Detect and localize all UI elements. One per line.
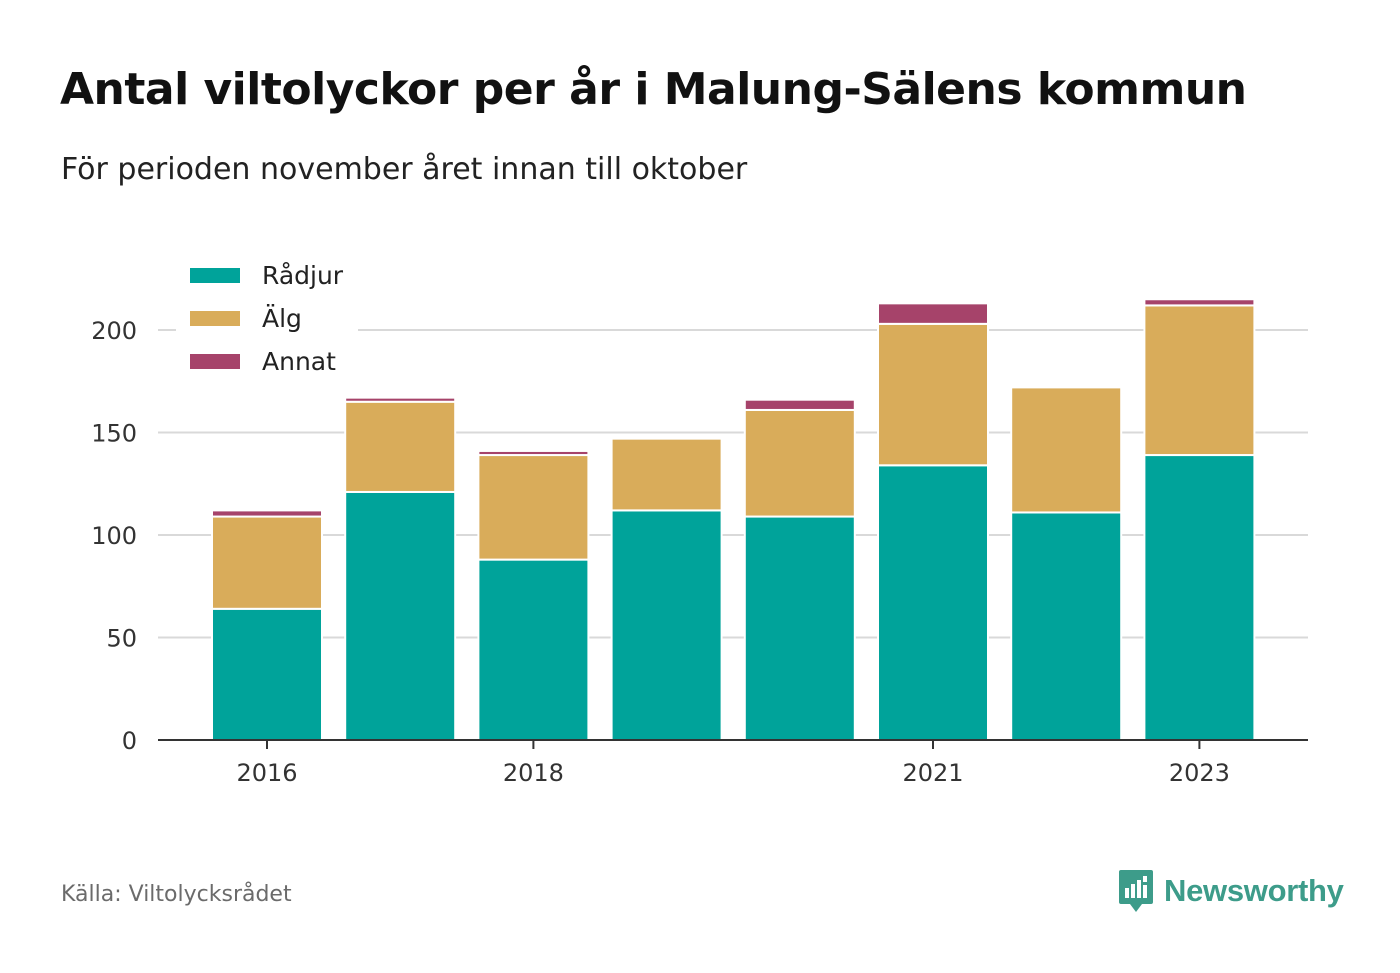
bar-segment-2021-annat: [877, 302, 989, 325]
bar-segment-2016-rådjur: [211, 607, 323, 741]
stacked-bar-chart: 0 50 100 150 200 2016 2018 2021 2023 Rådjur Älg An…: [91, 252, 1308, 787]
legend-label: Annat: [262, 347, 336, 376]
chart-subtitle: För perioden november året innan till ok…: [61, 152, 748, 187]
legend: Rådjur Älg Annat: [176, 252, 358, 382]
bar-segment-2019-rådjur: [610, 509, 723, 741]
newsworthy-logo-icon: [1119, 870, 1153, 912]
brand-name: Newsworthy: [1164, 873, 1344, 908]
bar-segment-2022-rådjur: [1010, 511, 1123, 742]
bar-segment-2017-annat: [344, 396, 457, 403]
legend-label: Älg: [262, 304, 302, 333]
source-note: Källa: Viltolycksrådet: [61, 882, 292, 907]
legend-swatch-annat: [190, 354, 240, 369]
bar-segment-2021-älg: [877, 322, 989, 467]
bar-segment-2018-annat: [477, 449, 590, 457]
brand-logo: Newsworthy: [1118, 868, 1344, 914]
bar-segment-2023-rådjur: [1143, 454, 1256, 741]
y-tick-label: 150: [91, 420, 137, 448]
bar-segment-2021-rådjur: [877, 464, 989, 741]
bar-segment-2017-rådjur: [344, 490, 457, 742]
bar-segment-2017-älg: [344, 400, 457, 493]
bars: [211, 298, 1256, 742]
x-tick-label: 2021: [902, 759, 963, 787]
chart-title: Antal viltolyckor per år i Malung-Sälens…: [60, 64, 1247, 115]
y-tick-label: 0: [122, 727, 137, 755]
legend-label: Rådjur: [262, 261, 344, 290]
axes: 0 50 100 150 200 2016 2018 2021 2023: [91, 317, 1308, 787]
y-tick-label: 200: [91, 317, 137, 345]
x-tick-label: 2018: [503, 759, 564, 787]
bar-segment-2016-älg: [211, 515, 323, 610]
x-tick-label: 2023: [1169, 759, 1230, 787]
bar-segment-2019-älg: [610, 437, 723, 512]
y-tick-label: 100: [91, 522, 137, 550]
bar-segment-2023-annat: [1143, 298, 1256, 307]
bar-segment-2016-annat: [211, 509, 323, 518]
bar-segment-2020-älg: [743, 408, 856, 518]
bar-segment-2022-älg: [1010, 386, 1123, 514]
y-tick-label: 50: [106, 625, 137, 653]
bar-segment-2020-rådjur: [743, 515, 856, 741]
bar-segment-2020-annat: [743, 398, 856, 411]
bar-segment-2018-älg: [477, 454, 590, 561]
x-tick-label: 2016: [236, 759, 297, 787]
bar-segment-2018-rådjur: [477, 558, 590, 741]
legend-swatch-älg: [190, 311, 240, 326]
bar-segment-2023-älg: [1143, 304, 1256, 457]
legend-swatch-rådjur: [190, 268, 240, 283]
